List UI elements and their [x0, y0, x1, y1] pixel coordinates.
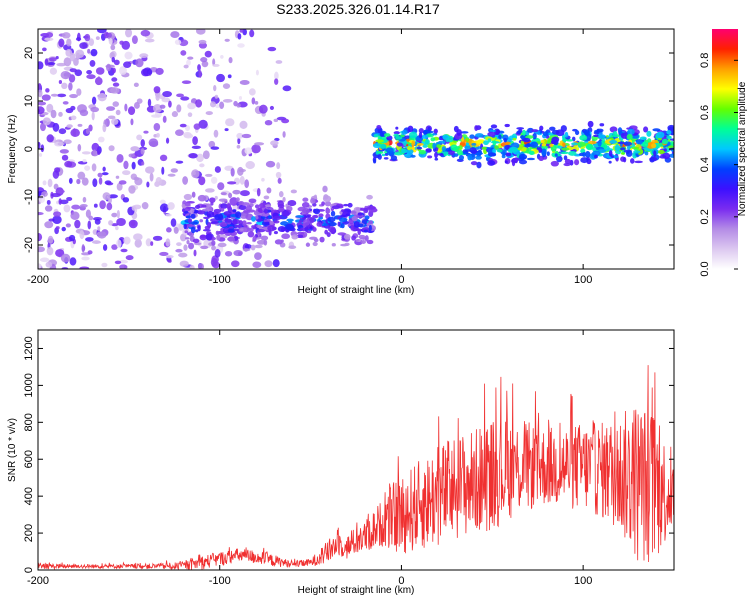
snr-x-tick-label: 100: [574, 575, 592, 587]
snr-x-tick-label: 0: [398, 575, 404, 587]
spectrogram-y-tick-label: 20: [23, 47, 35, 59]
spectrogram-y-tick-label: 0: [23, 146, 35, 152]
spectrogram-feature-line: [371, 120, 674, 169]
spectrogram-x-tick-label: -100: [209, 274, 231, 286]
spectrogram-x-tick-label: 0: [398, 274, 404, 286]
snr-x-tick-label: -200: [27, 575, 49, 587]
spectrogram-plot-area: [38, 29, 674, 269]
spectrogram-x-tick-label: 100: [574, 274, 592, 286]
colorbar-tick-label: 0.2: [699, 209, 711, 224]
colorbar-gradient: [712, 29, 738, 269]
spectrogram-y-tick-label: -10: [23, 189, 35, 205]
snr-y-tick-label: 800: [23, 413, 35, 431]
spectrogram-feature-line: [180, 185, 378, 252]
snr-x-axis-label: Height of straight line (km): [298, 585, 415, 596]
snr-y-tick-label: 600: [23, 450, 35, 468]
spectrogram-y-tick-label: 10: [23, 95, 35, 107]
snr-y-tick-label: 200: [23, 524, 35, 542]
colorbar-tick-label: 0.0: [699, 261, 711, 276]
snr-x-tick-label: -100: [209, 575, 231, 587]
spectrogram-x-tick-label: -200: [27, 274, 49, 286]
snr-y-tick-label: 400: [23, 487, 35, 505]
snr-y-tick-label: 1000: [23, 373, 35, 397]
snr-plot-area: [37, 365, 675, 571]
spectrogram-x-axis-label: Height of straight line (km): [298, 285, 415, 296]
snr-frame: [37, 329, 675, 571]
colorbar-tick-label: 0.8: [699, 53, 711, 68]
snr-y-tick-label: 1200: [23, 336, 35, 360]
colorbar-ticks: 0.0 0.2 0.4 0.6 0.8: [699, 53, 738, 277]
spectrogram-y-tick-label: -20: [23, 237, 35, 253]
snr-y-tick-label: 0: [23, 567, 35, 573]
spectrogram-feature-noise: [38, 29, 295, 269]
spectrogram-cells: [38, 29, 674, 269]
colorbar-label: Normalized spectral amplitude: [737, 81, 748, 216]
snr-series-line: [37, 365, 675, 571]
figure-title: S233.2025.326.01.14.R17: [276, 1, 440, 17]
snr-y-axis-label: SNR (10 * v/v): [7, 418, 18, 482]
spectrogram-y-axis-label: Frequency (Hz): [7, 115, 18, 184]
colorbar-tick-label: 0.4: [699, 157, 711, 172]
colorbar: 0.0 0.2 0.4 0.6 0.8 Normalized spectral ampl…: [699, 29, 748, 277]
colorbar-tick-label: 0.6: [699, 105, 711, 120]
